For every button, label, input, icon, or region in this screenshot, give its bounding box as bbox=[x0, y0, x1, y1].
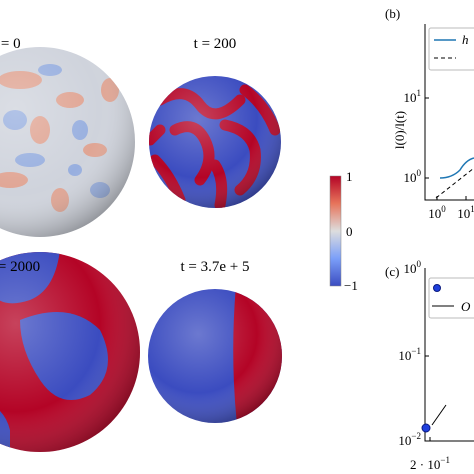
axes bbox=[424, 268, 474, 442]
y-tick-label: 100 bbox=[404, 259, 422, 276]
legend-entry: O bbox=[461, 299, 471, 314]
curve bbox=[439, 157, 474, 179]
panel-label: (c) bbox=[385, 264, 399, 279]
point bbox=[421, 423, 431, 433]
sphere-two-domains bbox=[148, 289, 282, 423]
y-tick-label: 100 bbox=[404, 168, 422, 185]
sphere-domains bbox=[0, 252, 140, 452]
sphere-labyrinth bbox=[149, 76, 281, 208]
legend-marker bbox=[433, 284, 441, 292]
sphere-label: t = 2000 bbox=[0, 259, 40, 275]
colorbar-tick: −1 bbox=[344, 278, 358, 293]
fit-line bbox=[431, 404, 447, 426]
tick-marks bbox=[425, 355, 431, 441]
axes bbox=[424, 24, 474, 201]
legend-entry: h bbox=[462, 32, 469, 47]
sphere-label: t = 3.7e + 5 bbox=[181, 259, 250, 275]
x-tick-label: 100 bbox=[428, 204, 446, 221]
tick-marks bbox=[425, 97, 467, 200]
curve bbox=[435, 167, 474, 199]
x-tick-label: 101 bbox=[457, 204, 474, 221]
y-tick-label: 10−1 bbox=[398, 346, 421, 363]
y-tick-label: 10−2 bbox=[398, 431, 421, 448]
sphere-label: t = 0 bbox=[0, 36, 21, 52]
sphere-noise bbox=[0, 47, 135, 237]
x-tick-label: 2 · 10−1 bbox=[410, 455, 450, 472]
panel-label: (b) bbox=[385, 6, 400, 21]
legend bbox=[428, 27, 474, 71]
y-axis-label: l(0)/l(t) bbox=[392, 111, 407, 149]
colorbar bbox=[329, 175, 342, 287]
y-tick-label: 101 bbox=[404, 88, 422, 105]
colorbar-tick: 1 bbox=[346, 169, 353, 184]
sphere-label: t = 200 bbox=[194, 36, 237, 52]
colorbar-tick: 0 bbox=[346, 224, 353, 239]
